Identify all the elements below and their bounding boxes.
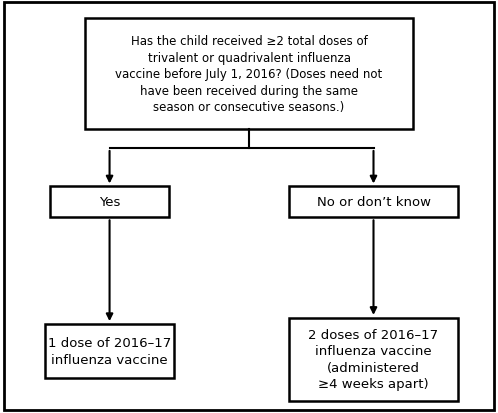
Bar — [289, 187, 458, 218]
Text: No or don’t know: No or don’t know — [317, 196, 430, 209]
Text: Yes: Yes — [99, 196, 120, 209]
Bar — [289, 318, 458, 401]
Bar — [50, 187, 169, 218]
Text: 2 doses of 2016–17
influenza vaccine
(administered
≥4 weeks apart): 2 doses of 2016–17 influenza vaccine (ad… — [308, 328, 439, 390]
Text: Has the child received ≥2 total doses of
trivalent or quadrivalent influenza
vac: Has the child received ≥2 total doses of… — [116, 35, 382, 114]
Bar — [85, 19, 413, 130]
Text: 1 dose of 2016–17
influenza vaccine: 1 dose of 2016–17 influenza vaccine — [48, 336, 171, 366]
Bar — [45, 324, 174, 378]
